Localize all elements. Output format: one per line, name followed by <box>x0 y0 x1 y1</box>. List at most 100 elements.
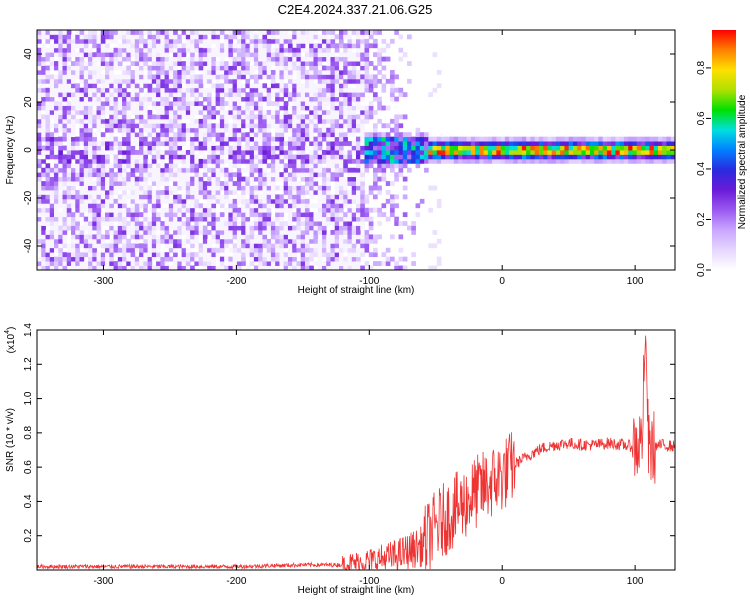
heatmap-cell <box>88 225 93 231</box>
heatmap-cell <box>185 83 191 89</box>
heatmap-cell <box>279 234 285 240</box>
heatmap-cell <box>202 207 208 213</box>
heatmap-cell <box>41 145 46 151</box>
heatmap-cell <box>270 101 276 106</box>
heatmap-cell <box>283 118 289 124</box>
heatmap-cell <box>181 212 187 218</box>
heatmap-cell <box>338 190 344 195</box>
heatmap-cell <box>139 181 144 186</box>
heatmap-cell <box>415 154 421 160</box>
heatmap-cell <box>83 105 89 111</box>
heatmap-cell <box>266 225 272 231</box>
heatmap-cell <box>360 43 365 49</box>
heatmap-cell <box>364 132 370 138</box>
heatmap-cell <box>215 78 221 84</box>
heatmap-cell <box>117 123 123 129</box>
heatmap-cell <box>62 203 68 209</box>
heatmap-cell <box>351 261 357 266</box>
heatmap-cell <box>92 123 97 129</box>
heatmap-cell <box>436 261 442 266</box>
heatmap-cell <box>168 83 174 89</box>
heatmap-cell <box>279 221 285 226</box>
heatmap-cell <box>202 203 208 209</box>
heatmap-cell <box>253 265 259 271</box>
heatmap-cell <box>96 150 102 155</box>
heatmap-cell <box>71 110 76 115</box>
heatmap-cell <box>130 167 136 173</box>
heatmap-cell <box>330 52 336 58</box>
heatmap-cell <box>377 30 382 35</box>
heatmap-cell <box>75 221 80 226</box>
heatmap-cell <box>245 243 251 249</box>
heatmap-cell <box>117 118 123 124</box>
heatmap-cell <box>211 163 217 169</box>
heatmap-cell <box>92 96 97 102</box>
heatmap-cell <box>130 136 136 142</box>
heatmap-cell <box>151 132 157 138</box>
heatmap-cell <box>49 141 55 146</box>
heatmap-cell <box>134 234 140 240</box>
heatmap-cell <box>134 92 140 98</box>
heatmap-cell <box>241 34 246 40</box>
heatmap-cell <box>147 225 153 231</box>
heatmap-cell <box>245 61 251 66</box>
heatmap-cell <box>292 78 297 84</box>
heatmap-cell <box>219 194 225 200</box>
heatmap-cell <box>156 252 161 258</box>
heatmap-cell <box>330 78 336 84</box>
heatmap-cell <box>92 114 97 120</box>
heatmap-cell <box>300 185 306 191</box>
heatmap-cell <box>58 30 63 35</box>
heatmap-cell <box>360 185 365 191</box>
heatmap-cell <box>670 154 676 160</box>
heatmap-cell <box>368 87 374 93</box>
heatmap-cell <box>317 38 323 44</box>
heatmap-cell <box>130 256 136 262</box>
heatmap-cell <box>105 96 110 102</box>
heatmap-cell <box>164 92 170 98</box>
heatmap-cell <box>368 83 374 89</box>
heatmap-cell <box>126 247 131 253</box>
heatmap-cell <box>211 141 217 146</box>
heatmap-cell <box>436 83 442 89</box>
heatmap-cell <box>228 92 234 98</box>
heatmap-cell <box>54 265 59 271</box>
heatmap-cell <box>62 43 68 49</box>
heatmap-cell <box>71 96 76 102</box>
heatmap-cell <box>79 176 85 182</box>
heatmap-cell <box>190 127 195 133</box>
heatmap-cell <box>373 65 378 71</box>
heatmap-cell <box>160 105 165 111</box>
heatmap-cell <box>113 225 119 231</box>
heatmap-cell <box>100 154 106 160</box>
heatmap-cell <box>287 190 293 195</box>
heatmap-cell <box>356 123 361 129</box>
heatmap-cell <box>130 96 136 102</box>
heatmap-cell <box>309 38 314 44</box>
heatmap-cell <box>666 150 672 155</box>
heatmap-cell <box>287 261 293 266</box>
heatmap-cell <box>589 145 595 151</box>
heatmap-cell <box>330 172 336 178</box>
heatmap-cell <box>151 256 157 262</box>
heatmap-cell <box>275 247 280 253</box>
heatmap-cell <box>75 207 80 213</box>
heatmap-cell <box>390 145 395 151</box>
heatmap-cell <box>326 221 331 226</box>
heatmap-cell <box>134 70 140 75</box>
heatmap-cell <box>287 247 293 253</box>
heatmap-cell <box>147 65 153 71</box>
heatmap-cell <box>300 225 306 231</box>
heatmap-cell <box>347 43 353 49</box>
heatmap-cell <box>292 158 297 164</box>
heatmap-cell <box>164 118 170 124</box>
heatmap-cell <box>279 87 285 93</box>
heatmap-cell <box>419 136 425 142</box>
heatmap-cell <box>338 38 344 44</box>
heatmap-cell <box>194 61 200 66</box>
heatmap-cell <box>232 92 238 98</box>
heatmap-cell <box>657 158 663 164</box>
heatmap-cell <box>66 163 72 169</box>
heatmap-cell <box>236 207 242 213</box>
heatmap-cell <box>92 261 97 266</box>
